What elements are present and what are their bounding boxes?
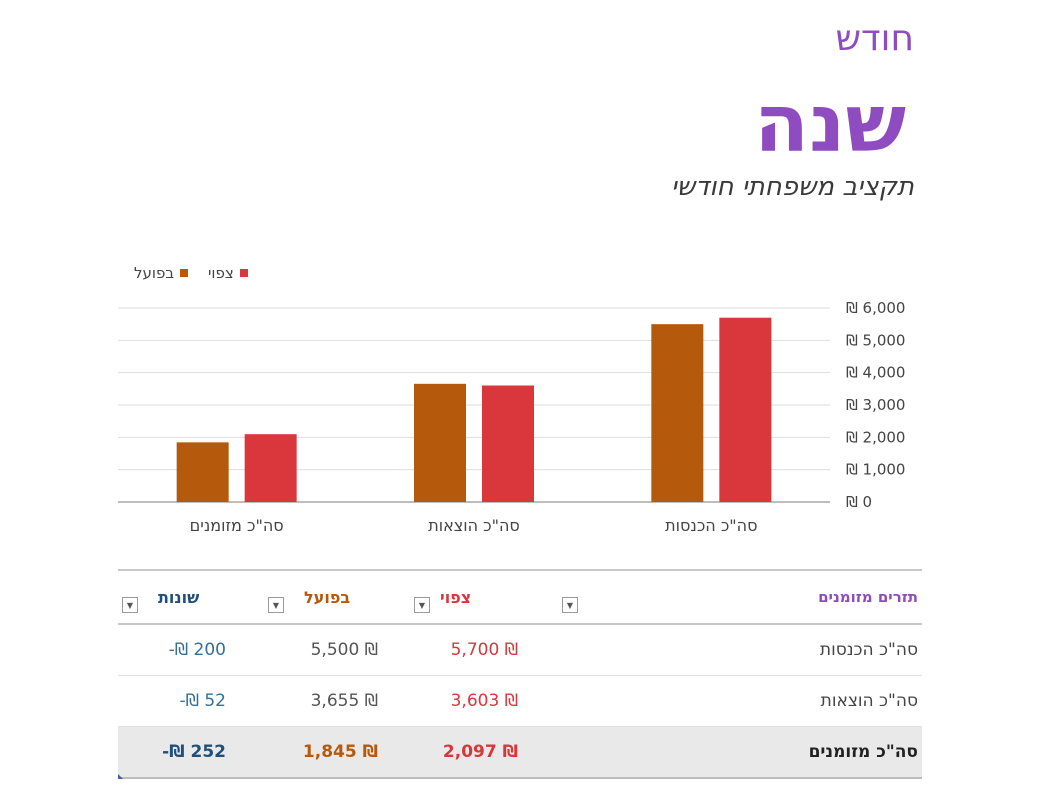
bar-actual (651, 324, 704, 502)
bar-actual (414, 383, 466, 502)
header-difference: שונות (158, 587, 200, 607)
y-tick-label: ₪ 5,000 (846, 331, 905, 349)
total-difference: -₪ 252 (162, 742, 226, 762)
y-tick-label: ₪ 3,000 (846, 396, 905, 414)
x-category-label: סה"כ הכנסות (665, 516, 757, 535)
y-tick-label: ₪ 0 (846, 493, 872, 511)
row-actual: 5,500 ₪ (310, 640, 378, 660)
x-category-label: סה"כ הוצאות (428, 516, 520, 535)
row-category: סה"כ הכנסות (819, 640, 918, 660)
filter-dropdown-actual[interactable]: ▼ (268, 597, 284, 613)
filter-dropdown-category[interactable]: ▼ (562, 597, 578, 613)
table-resize-handle[interactable] (118, 774, 123, 779)
x-category-label: סה"כ מזומנים (190, 516, 284, 535)
row-actual: 3,655 ₪ (310, 691, 378, 711)
legend-label-expected: צפוי (208, 264, 234, 282)
bar-expected (244, 434, 297, 502)
row-expected: 5,700 ₪ (450, 640, 518, 660)
legend-item-expected: צפוי (208, 264, 248, 282)
header-actual: בפועל (304, 587, 351, 607)
cashflow-table: תזרים מזומנים ▼ צפוי ▼ בפועל ▼ שונות ▼ ס… (118, 569, 922, 779)
header-expected: צפוי (440, 587, 472, 607)
bar-expected (719, 317, 772, 502)
total-expected: 2,097 ₪ (442, 742, 518, 762)
y-tick-label: ₪ 4,000 (846, 364, 905, 382)
chart-legend: בפועל צפוי (134, 264, 248, 282)
table-header-row: תזרים מזומנים ▼ צפוי ▼ בפועל ▼ שונות ▼ (118, 569, 922, 625)
bar-expected (482, 385, 534, 502)
total-actual: 1,845 ₪ (302, 742, 378, 762)
row-category: סה"כ הוצאות (820, 691, 918, 711)
legend-swatch-expected (239, 269, 248, 277)
y-tick-label: ₪ 2,000 (846, 428, 905, 446)
table-row: סה"כ הוצאות 3,603 ₪ 3,655 ₪ -₪ 52 (118, 676, 922, 727)
filter-dropdown-expected[interactable]: ▼ (414, 597, 430, 613)
month-title: חודש (835, 18, 915, 59)
year-title: שנה (754, 77, 906, 170)
table-total-row: סה"כ מזומנים 2,097 ₪ 1,845 ₪ -₪ 252 (118, 727, 922, 779)
header-category: תזרים מזומנים (818, 588, 918, 606)
bar-actual (176, 442, 229, 502)
legend-label-actual: בפועל (134, 264, 175, 282)
total-category: סה"כ מזומנים (808, 742, 918, 762)
y-tick-label: ₪ 1,000 (846, 461, 905, 479)
row-difference: -₪ 200 (168, 640, 226, 660)
page-subtitle: תקציב משפחתי חודשי (670, 172, 914, 202)
legend-swatch-actual (180, 269, 189, 277)
row-difference: -₪ 52 (179, 691, 226, 711)
legend-item-actual: בפועל (134, 264, 189, 282)
bar-chart: ₪ 0 ₪ 1,000 ₪ 2,000 ₪ 3,000 ₪ 4,000 ₪ 5,000 ₪ … (118, 299, 905, 535)
y-tick-label: ₪ 6,000 (846, 299, 905, 317)
table-row: סה"כ הכנסות 5,700 ₪ 5,500 ₪ -₪ 200 (118, 625, 922, 676)
filter-dropdown-difference[interactable]: ▼ (122, 597, 138, 613)
row-expected: 3,603 ₪ (450, 691, 518, 711)
